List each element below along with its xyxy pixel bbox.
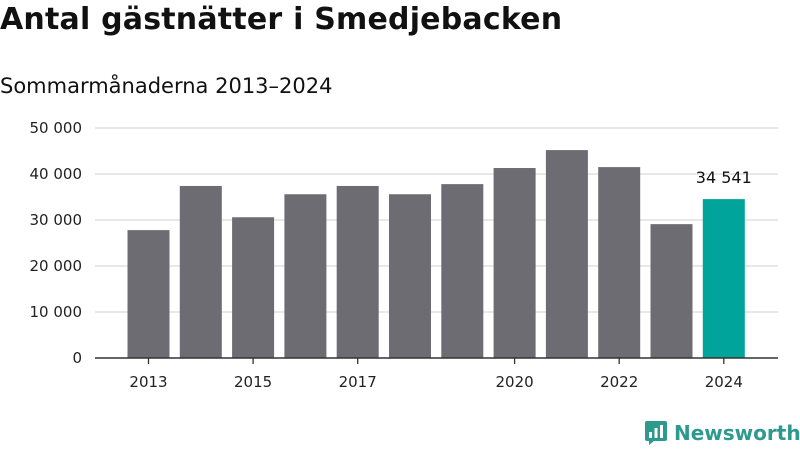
bar-2024 <box>702 199 745 358</box>
bar-2014 <box>179 185 222 358</box>
x-tick-label: 2013 <box>129 373 167 391</box>
bar-2020 <box>493 168 536 358</box>
bar-2022 <box>598 167 641 358</box>
y-tick-label: 40 000 <box>30 165 83 183</box>
bar-2021 <box>545 150 588 358</box>
y-tick-label: 50 000 <box>30 119 83 137</box>
x-tick-label: 2020 <box>496 373 534 391</box>
data-labels: 34 541 <box>696 168 752 187</box>
x-axis: 2013 2015 2017 2020 2022 2024 <box>95 357 778 391</box>
bar-2017 <box>336 185 379 358</box>
x-tick-label: 2017 <box>339 373 377 391</box>
y-tick-label: 10 000 <box>30 303 83 321</box>
x-tick-label: 2022 <box>600 373 638 391</box>
bars <box>127 150 745 358</box>
bar-2015 <box>232 217 275 358</box>
bar-2013 <box>127 230 170 358</box>
bar-2016 <box>284 194 327 358</box>
y-tick-label: 20 000 <box>30 257 83 275</box>
data-label: 34 541 <box>696 168 752 187</box>
newsworthy-logo-text: Newsworthy <box>674 421 800 445</box>
bar-2019 <box>441 184 484 358</box>
bar-chart: 0 10 000 20 000 30 000 40 000 50 000 2013 2015… <box>30 119 778 391</box>
chart-title: Antal gästnätter i Smedjebacken <box>0 2 563 37</box>
bar-2023 <box>650 224 693 358</box>
newsworthy-logo: Newsworthy <box>644 420 800 446</box>
y-tick-label: 0 <box>72 349 82 367</box>
bar-2018 <box>389 194 431 358</box>
newsworthy-chart-bubble-icon <box>645 421 667 445</box>
x-tick-label: 2015 <box>234 373 272 391</box>
chart-subtitle: Sommarmånaderna 2013–2024 <box>0 74 333 98</box>
y-axis-tick-labels: 0 10 000 20 000 30 000 40 000 50 000 <box>30 119 83 367</box>
x-tick-label: 2024 <box>705 373 743 391</box>
y-tick-label: 30 000 <box>30 211 83 229</box>
